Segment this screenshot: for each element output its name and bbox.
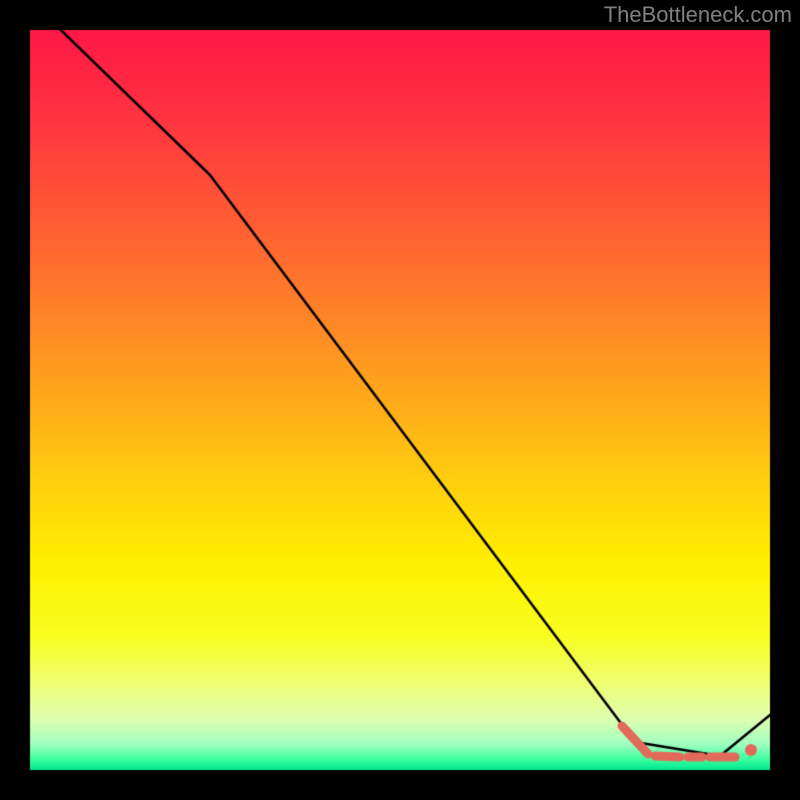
bottleneck-chart-canvas: [0, 0, 800, 800]
chart-container: TheBottleneck.com: [0, 0, 800, 800]
watermark-label: TheBottleneck.com: [604, 2, 792, 28]
